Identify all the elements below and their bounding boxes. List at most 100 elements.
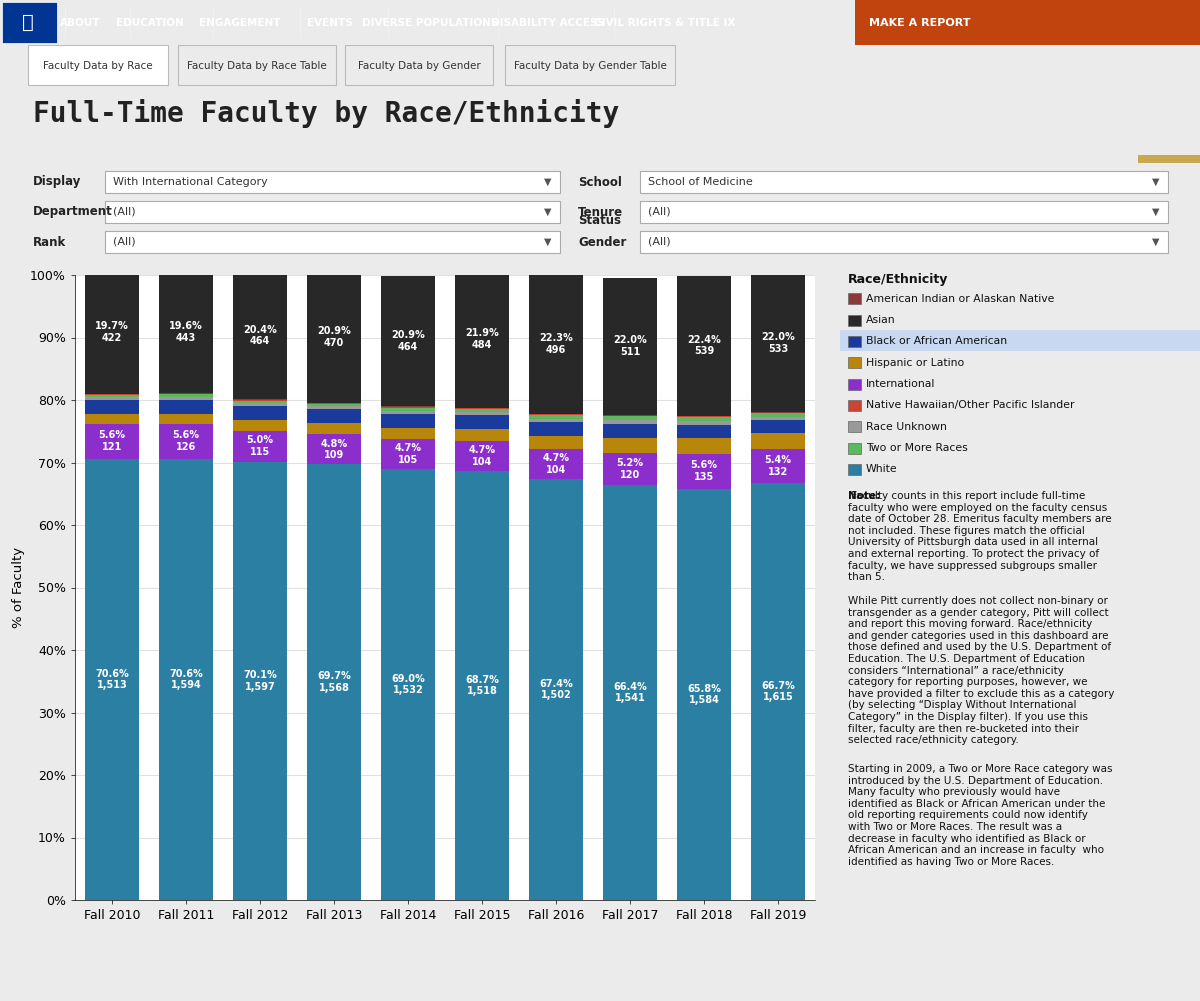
Bar — [848, 378, 862, 389]
Text: ▼: ▼ — [545, 237, 552, 247]
Text: ABOUT: ABOUT — [60, 17, 101, 27]
Bar — [677, 453, 731, 488]
Text: 22.0%
533: 22.0% 533 — [761, 332, 794, 354]
Bar — [455, 415, 509, 428]
Text: 66.7%
1,615: 66.7% 1,615 — [761, 681, 794, 703]
Bar — [529, 274, 583, 413]
Text: ▼: ▼ — [545, 177, 552, 187]
Text: 69.7%
1,568: 69.7% 1,568 — [317, 672, 350, 693]
Text: Display: Display — [34, 175, 82, 188]
Bar — [751, 274, 805, 411]
Text: Tenure: Tenure — [578, 205, 623, 218]
Bar — [233, 403, 287, 406]
Bar — [307, 406, 361, 409]
Text: 22.3%
496: 22.3% 496 — [539, 333, 572, 355]
Bar — [455, 441, 509, 470]
Text: Hispanic or Latino: Hispanic or Latino — [866, 357, 965, 367]
Bar — [307, 423, 361, 434]
Bar — [751, 433, 805, 449]
Text: Faculty Data by Gender Table: Faculty Data by Gender Table — [514, 61, 666, 71]
Bar — [233, 406, 287, 420]
Text: (All): (All) — [113, 237, 136, 247]
Bar — [604, 424, 656, 438]
Bar — [85, 270, 139, 393]
Bar — [85, 423, 139, 458]
Text: Full-Time Faculty by Race/Ethnicity: Full-Time Faculty by Race/Ethnicity — [34, 98, 619, 127]
Bar — [307, 403, 361, 406]
Bar — [160, 270, 212, 393]
Bar — [529, 415, 583, 418]
Bar — [233, 272, 287, 399]
Bar — [840, 329, 1200, 351]
Bar — [85, 414, 139, 423]
Bar — [106, 201, 560, 223]
Text: ▼: ▼ — [545, 207, 552, 217]
Bar — [160, 423, 212, 458]
Bar — [848, 399, 862, 410]
Bar — [85, 395, 139, 396]
Text: 65.8%
1,584: 65.8% 1,584 — [688, 684, 721, 705]
Bar — [848, 421, 862, 432]
Text: School: School — [578, 175, 622, 188]
Bar — [677, 488, 731, 900]
Bar — [233, 400, 287, 403]
Bar — [455, 470, 509, 900]
Bar — [307, 272, 361, 402]
Bar — [455, 408, 509, 411]
Text: Note:: Note: — [848, 491, 881, 500]
Bar — [848, 335, 862, 346]
Bar — [751, 413, 805, 416]
Bar — [233, 420, 287, 430]
Bar — [160, 413, 212, 423]
Text: Faculty Data by Race Table: Faculty Data by Race Table — [187, 61, 326, 71]
Text: Faculty counts in this report include full-time
faculty who were employed on the: Faculty counts in this report include fu… — [848, 491, 1111, 583]
Text: 🏛: 🏛 — [22, 13, 34, 32]
Bar — [751, 449, 805, 483]
Bar — [85, 458, 139, 900]
Text: ▼: ▼ — [1152, 177, 1159, 187]
Bar — [106, 171, 560, 193]
Text: (All): (All) — [648, 237, 671, 247]
Text: MAKE A REPORT: MAKE A REPORT — [869, 17, 971, 27]
Bar — [677, 275, 731, 415]
Text: 20.9%
470: 20.9% 470 — [317, 326, 350, 348]
Bar — [455, 270, 509, 407]
Text: DIVERSE POPULATIONS: DIVERSE POPULATIONS — [362, 17, 498, 27]
Bar — [848, 357, 862, 368]
Text: EVENTS: EVENTS — [307, 17, 353, 27]
Bar — [529, 449, 583, 478]
Text: Race Unknown: Race Unknown — [866, 421, 947, 431]
Bar — [640, 171, 1168, 193]
Bar — [848, 463, 862, 474]
Text: Gender: Gender — [578, 235, 626, 248]
Bar — [455, 411, 509, 415]
Bar — [160, 458, 212, 900]
Text: 5.6%
126: 5.6% 126 — [173, 430, 199, 452]
Bar — [382, 413, 434, 427]
Bar — [604, 416, 656, 420]
Text: 70.6%
1,594: 70.6% 1,594 — [169, 669, 203, 690]
Text: While Pitt currently does not collect non-binary or
transgender as a gender cate: While Pitt currently does not collect no… — [848, 596, 1115, 745]
Text: American Indian or Alaskan Native: American Indian or Alaskan Native — [866, 293, 1055, 303]
Text: Two or More Races: Two or More Races — [866, 443, 967, 453]
Bar — [529, 418, 583, 421]
Text: Race/Ethnicity: Race/Ethnicity — [848, 273, 948, 286]
Bar — [604, 438, 656, 452]
Bar — [751, 483, 805, 900]
Text: 5.6%
135: 5.6% 135 — [690, 460, 718, 482]
Text: International: International — [866, 379, 935, 389]
Bar — [2, 2, 58, 43]
Bar — [85, 400, 139, 414]
Bar — [160, 400, 212, 413]
Bar — [677, 425, 731, 438]
Bar — [382, 410, 434, 413]
Text: 4.7%
104: 4.7% 104 — [542, 453, 570, 474]
Bar — [382, 439, 434, 468]
Bar — [160, 396, 212, 400]
Text: 70.1%
1,597: 70.1% 1,597 — [244, 670, 277, 692]
Bar — [233, 430, 287, 461]
Text: 19.6%
443: 19.6% 443 — [169, 321, 203, 342]
Bar — [677, 438, 731, 453]
Text: 4.7%
104: 4.7% 104 — [468, 445, 496, 466]
Bar — [178, 45, 336, 85]
